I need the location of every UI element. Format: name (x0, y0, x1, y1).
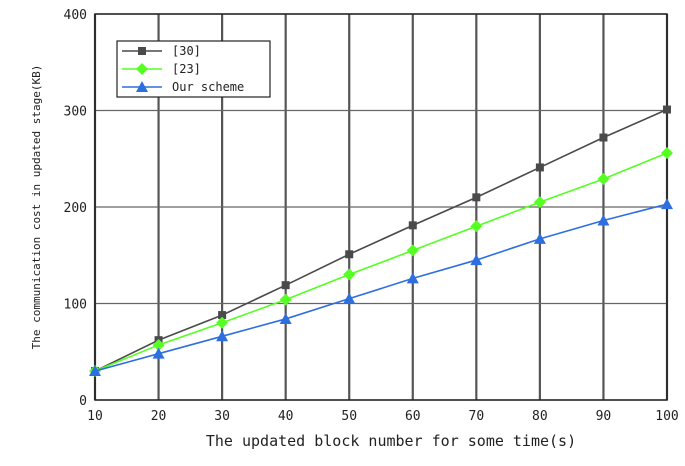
y-tick-label-4: 400 (64, 8, 87, 23)
x-tick-label-0: 10 (87, 409, 103, 424)
data-point-2-9 (661, 198, 673, 210)
data-point-1-5 (406, 244, 419, 257)
data-point-0-5 (408, 221, 417, 230)
data-point-1-2 (216, 316, 229, 329)
legend-marker-0 (138, 47, 146, 55)
data-point-2-1 (152, 347, 165, 359)
data-point-1-4 (343, 268, 356, 281)
legend-label-0: [30] (172, 44, 201, 58)
x-tick-label-5: 60 (405, 409, 421, 424)
legend-item-2: Our scheme (122, 80, 244, 94)
x-tick-label-7: 80 (532, 409, 548, 424)
data-point-1-3 (279, 293, 292, 306)
x-axis-label: The updated block number for some time(s… (206, 432, 576, 450)
data-point-1-9 (661, 146, 673, 159)
data-point-2-0 (89, 365, 101, 377)
y-tick-label-3: 300 (64, 105, 87, 120)
series-layer (89, 105, 673, 378)
series-line-0 (94, 108, 668, 372)
data-point-0-8 (599, 133, 608, 142)
legend-item-0: [30] (122, 44, 201, 58)
data-point-1-1 (152, 338, 165, 351)
x-tick-label-4: 50 (341, 409, 357, 424)
data-point-0-9 (663, 105, 671, 114)
series-2 (89, 198, 673, 377)
series-line-2 (94, 203, 668, 372)
y-tick-label-0: 0 (79, 394, 87, 409)
x-tick-labels: 10 20 30 40 50 60 70 80 90 100 (87, 409, 679, 424)
data-point-2-8 (597, 214, 610, 226)
y-tick-label-2: 200 (64, 201, 87, 216)
data-point-2-2 (216, 330, 229, 342)
x-tick-label-8: 90 (596, 409, 612, 424)
y-axis-label: The communication cost in updated stage(… (30, 65, 43, 350)
x-tick-label-6: 70 (469, 409, 485, 424)
data-point-2-4 (343, 292, 356, 304)
data-point-2-6 (470, 254, 483, 266)
legend-item-1: [23] (122, 62, 201, 76)
data-point-0-3 (281, 281, 290, 290)
x-tick-label-9: 100 (655, 409, 678, 424)
legend-marker-1 (136, 63, 148, 75)
series-line-1 (94, 152, 668, 372)
data-point-1-6 (470, 220, 483, 233)
legend-label-1: [23] (172, 62, 201, 76)
data-point-2-5 (406, 272, 419, 284)
data-point-0-7 (535, 163, 544, 172)
x-tick-label-1: 20 (151, 409, 167, 424)
data-point-2-3 (279, 312, 292, 324)
data-point-2-7 (533, 232, 546, 244)
y-tick-label-1: 100 (64, 298, 87, 313)
data-point-1-8 (597, 173, 610, 186)
x-tick-label-2: 30 (214, 409, 230, 424)
data-point-0-6 (472, 193, 481, 202)
data-point-1-7 (533, 196, 546, 209)
data-point-0-4 (345, 250, 354, 259)
y-tick-labels: 0 100 200 300 400 (64, 8, 87, 409)
legend: [30] [23] Our scheme (116, 40, 271, 98)
data-point-0-2 (218, 311, 227, 320)
legend-marker-2 (136, 81, 148, 92)
x-tick-label-3: 40 (278, 409, 294, 424)
legend-label-2: Our scheme (172, 80, 244, 94)
